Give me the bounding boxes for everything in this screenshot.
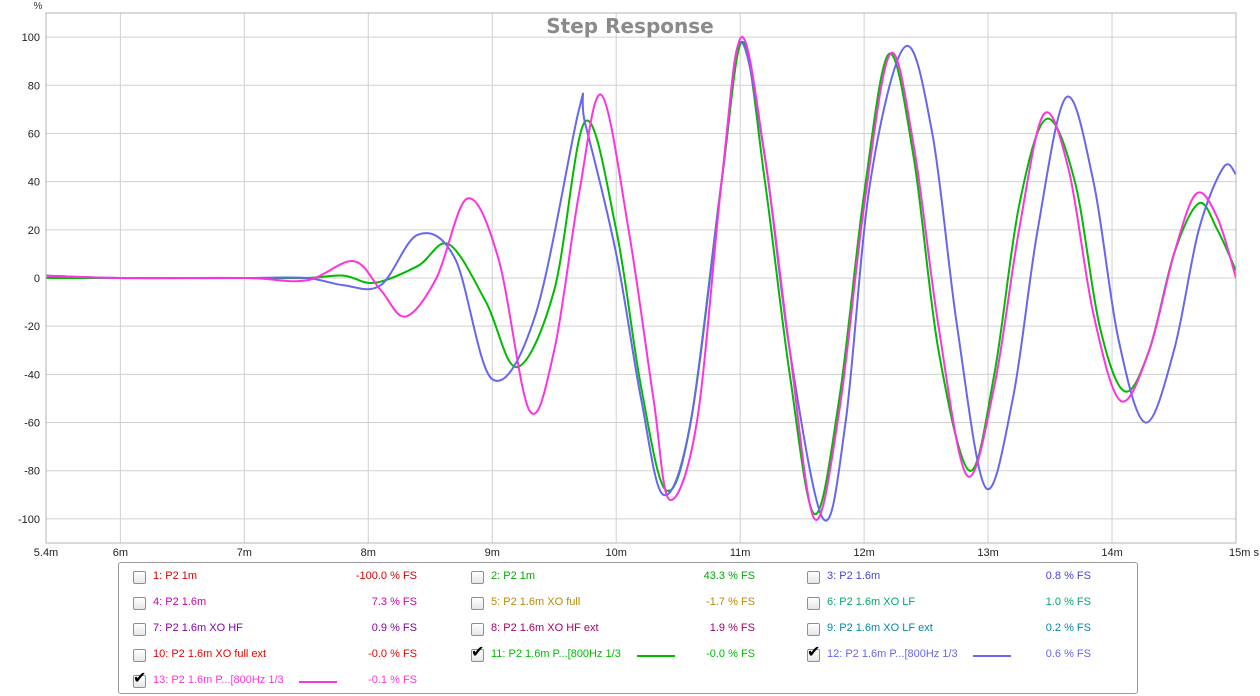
legend-swatch: [299, 681, 337, 683]
legend-label: 2: P2 1m: [491, 570, 536, 582]
legend-label: 8: P2 1.6m XO HF ext: [491, 622, 599, 634]
legend-value: -0.0 % FS: [706, 648, 755, 660]
checkmark-icon: ✔: [133, 667, 147, 687]
x-tick-label: 9m: [485, 547, 500, 559]
legend-panel: 1: P2 1m -100.0 % FS 2: P2 1m 43.3 % FS 3: P…: [118, 562, 1138, 694]
legend-swatch: [973, 655, 1011, 657]
legend-item[interactable]: 6: P2 1.6m XO LF 1.0 % FS: [807, 593, 1127, 613]
legend-item[interactable]: ✔ 12: P2 1.6m P...[800Hz 1/3 0.6 % FS: [807, 643, 1127, 665]
legend-label: 7: P2 1.6m XO HF: [153, 622, 243, 634]
y-axis: 100 80 60 40 20 0 -20 -40 -60 -80 -100: [18, 32, 40, 526]
legend-checkbox[interactable]: [807, 570, 820, 584]
legend-checkbox[interactable]: ✔: [807, 643, 820, 662]
legend-checkbox[interactable]: ✔: [133, 669, 146, 688]
legend-label: 1: P2 1m: [153, 570, 198, 582]
legend-item[interactable]: 2: P2 1m 43.3 % FS: [471, 567, 791, 587]
checkmark-icon: ✔: [807, 641, 821, 661]
legend-checkbox[interactable]: [807, 622, 820, 636]
legend-item[interactable]: 7: P2 1.6m XO HF 0.9 % FS: [133, 619, 453, 639]
legend-checkbox[interactable]: [133, 648, 146, 662]
x-tick-label: 5.4m: [34, 547, 58, 559]
legend-label: 11: P2 1.6m P...[800Hz 1/3: [491, 648, 621, 660]
legend-checkbox[interactable]: [471, 596, 484, 610]
legend-item[interactable]: ✔ 13: P2 1.6m P...[800Hz 1/3 -0.1 % FS: [133, 669, 453, 691]
legend-label: 9: P2 1.6m XO LF ext: [827, 622, 933, 634]
legend-label: 4: P2 1.6m: [153, 596, 207, 608]
legend-value: -1.7 % FS: [706, 596, 755, 608]
legend-label: 12: P2 1.6m P...[800Hz 1/3: [827, 648, 958, 660]
legend-item[interactable]: 9: P2 1.6m XO LF ext 0.2 % FS: [807, 619, 1127, 639]
x-tick-label: 11m: [730, 547, 751, 559]
legend-checkbox[interactable]: [133, 622, 146, 636]
series-layer: [46, 36, 1236, 522]
y-tick-label: 100: [22, 32, 40, 44]
x-tick-label: 12m: [853, 547, 874, 559]
legend-value: 1.0 % FS: [1045, 596, 1091, 608]
y-tick-label: -80: [24, 466, 40, 478]
y-tick-label: -40: [24, 369, 40, 381]
legend-value: 0.8 % FS: [1045, 570, 1091, 582]
step-response-chart: 100 80 60 40 20 0 -20 -40 -60 -80 -100 5.4m 6m 7m 8m 9…: [18, 1, 1260, 559]
legend-value: 0.2 % FS: [1045, 622, 1091, 634]
plot-frame: [45, 12, 1237, 544]
y-tick-label: 80: [28, 80, 40, 92]
legend-item[interactable]: 4: P2 1.6m 7.3 % FS: [133, 593, 453, 613]
legend-item[interactable]: 1: P2 1m -100.0 % FS: [133, 567, 453, 587]
x-tick-label: 6m: [113, 547, 128, 559]
x-axis: 5.4m 6m 7m 8m 9m 10m 11m 12m 13m 14m 15m s: [34, 547, 1260, 559]
legend-label: 6: P2 1.6m XO LF: [827, 596, 916, 608]
legend-value: 1.9 % FS: [709, 622, 755, 634]
x-tick-label: 7m: [237, 547, 252, 559]
legend-item[interactable]: 10: P2 1.6m XO full ext -0.0 % FS: [133, 645, 453, 665]
legend-label: 3: P2 1.6m: [827, 570, 881, 582]
legend-value: 0.9 % FS: [371, 622, 417, 634]
y-tick-label: 20: [28, 225, 40, 237]
series-line-13: [46, 36, 1236, 521]
legend-checkbox[interactable]: [133, 570, 146, 584]
legend-checkbox[interactable]: [807, 596, 820, 610]
legend-value: -0.1 % FS: [368, 674, 417, 686]
y-tick-label: -20: [24, 321, 40, 333]
legend-item[interactable]: 3: P2 1.6m 0.8 % FS: [807, 567, 1127, 587]
legend-swatch: [637, 655, 675, 657]
checkmark-icon: ✔: [471, 641, 485, 661]
legend-checkbox[interactable]: [471, 622, 484, 636]
legend-label: 5: P2 1.6m XO full: [491, 596, 581, 608]
legend-item[interactable]: ✔ 11: P2 1.6m P...[800Hz 1/3 -0.0 % FS: [471, 643, 791, 665]
legend-value: -100.0 % FS: [355, 570, 417, 582]
chart-title: Step Response: [546, 14, 713, 38]
series-line-11: [46, 40, 1236, 516]
y-tick-label: 60: [28, 128, 40, 140]
legend-value: 43.3 % FS: [703, 570, 755, 582]
y-tick-label: 40: [28, 177, 40, 189]
legend-value: 0.6 % FS: [1045, 648, 1091, 660]
legend-checkbox[interactable]: [471, 570, 484, 584]
x-tick-label: 15m s: [1229, 547, 1259, 559]
y-axis-unit-label: %: [34, 1, 43, 12]
y-tick-label: 0: [34, 273, 40, 285]
legend-checkbox[interactable]: [133, 596, 146, 610]
legend-checkbox[interactable]: ✔: [471, 643, 484, 662]
legend-label: 10: P2 1.6m XO full ext: [153, 648, 267, 660]
x-tick-label: 8m: [361, 547, 376, 559]
legend-value: -0.0 % FS: [368, 648, 417, 660]
legend-item[interactable]: 5: P2 1.6m XO full -1.7 % FS: [471, 593, 791, 613]
legend-label: 13: P2 1.6m P...[800Hz 1/3: [153, 674, 284, 686]
x-tick-label: 14m: [1101, 547, 1122, 559]
y-tick-label: -100: [18, 514, 40, 526]
y-tick-label: -60: [24, 418, 40, 430]
legend-value: 7.3 % FS: [371, 596, 417, 608]
x-tick-label: 13m: [977, 547, 998, 559]
x-tick-label: 10m: [606, 547, 627, 559]
legend-item[interactable]: 8: P2 1.6m XO HF ext 1.9 % FS: [471, 619, 791, 639]
